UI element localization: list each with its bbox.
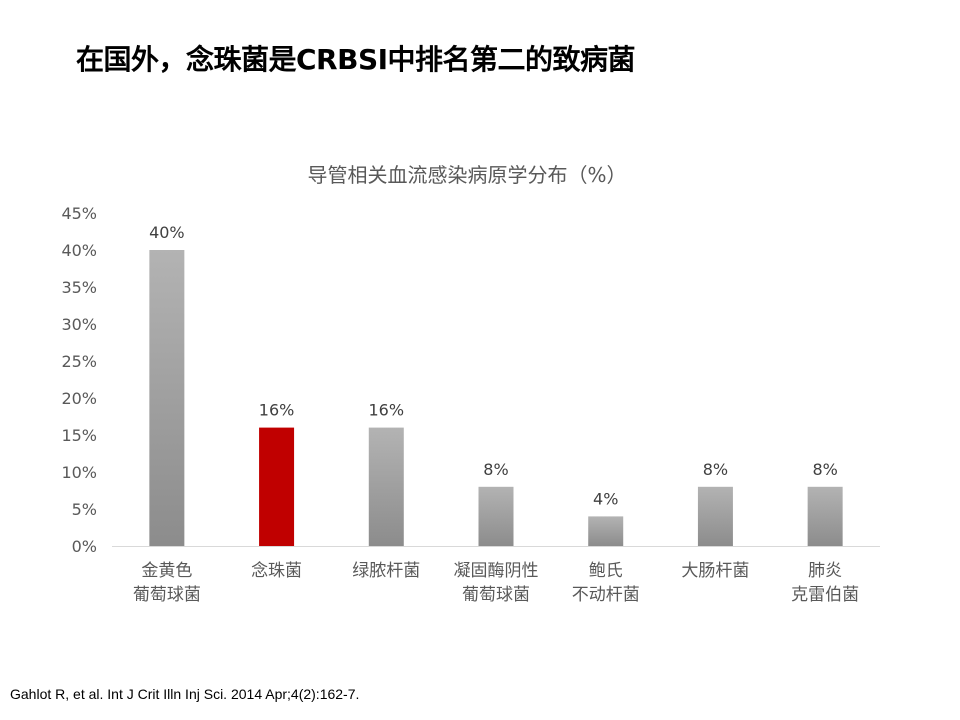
bar-series — [149, 250, 843, 546]
bar — [807, 486, 843, 546]
data-label: 8% — [812, 460, 837, 479]
y-tick-label: 25% — [61, 352, 97, 371]
bar — [259, 427, 295, 546]
data-label: 8% — [703, 460, 728, 479]
y-tick-label: 0% — [72, 537, 97, 556]
y-tick-label: 15% — [61, 426, 97, 445]
data-label: 40% — [149, 223, 185, 242]
y-tick-label: 30% — [61, 315, 97, 334]
bar — [697, 486, 733, 546]
bar — [149, 250, 185, 546]
bar — [368, 427, 404, 546]
data-labels: 40% 16% 16% 8% 4% 8% 8% — [149, 223, 838, 508]
bar — [588, 516, 624, 546]
y-tick-label: 35% — [61, 278, 97, 297]
data-label: 4% — [593, 489, 618, 508]
slide-title: 在国外，念珠菌是CRBSI中排名第二的致病菌 — [76, 43, 636, 76]
category-label: 大肠杆菌 — [681, 561, 749, 581]
data-label: 16% — [369, 401, 405, 420]
data-label: 16% — [259, 401, 295, 420]
y-tick-label: 45% — [61, 204, 97, 223]
category-label: 鲍氏不动杆菌 — [572, 561, 640, 605]
y-tick-label: 5% — [72, 500, 97, 519]
y-tick-label: 40% — [61, 241, 97, 260]
chart-title: 导管相关血流感染病原学分布（%） — [307, 163, 626, 187]
citation: Gahlot R, et al. Int J Crit Illn Inj Sci… — [10, 686, 360, 702]
category-label: 金黄色葡萄球菌 — [133, 561, 201, 605]
category-label: 凝固酶阴性葡萄球菌 — [454, 561, 539, 605]
y-tick-label: 20% — [61, 389, 97, 408]
data-label: 8% — [483, 460, 508, 479]
y-tick-label: 10% — [61, 463, 97, 482]
category-label: 肺炎克雷伯菌 — [791, 561, 859, 605]
category-label: 念珠菌 — [251, 560, 302, 581]
x-axis: 金黄色葡萄球菌 念珠菌 绿脓杆菌 凝固酶阴性葡萄球菌 鲍氏不动杆菌 大肠杆菌 肺炎克雷伯菌 — [133, 560, 859, 605]
y-axis: 0% 5% 10% 15% 20% 25% 30% 35% 40% 45% — [61, 204, 97, 556]
bar — [478, 486, 514, 546]
category-label: 绿脓杆菌 — [352, 561, 420, 581]
